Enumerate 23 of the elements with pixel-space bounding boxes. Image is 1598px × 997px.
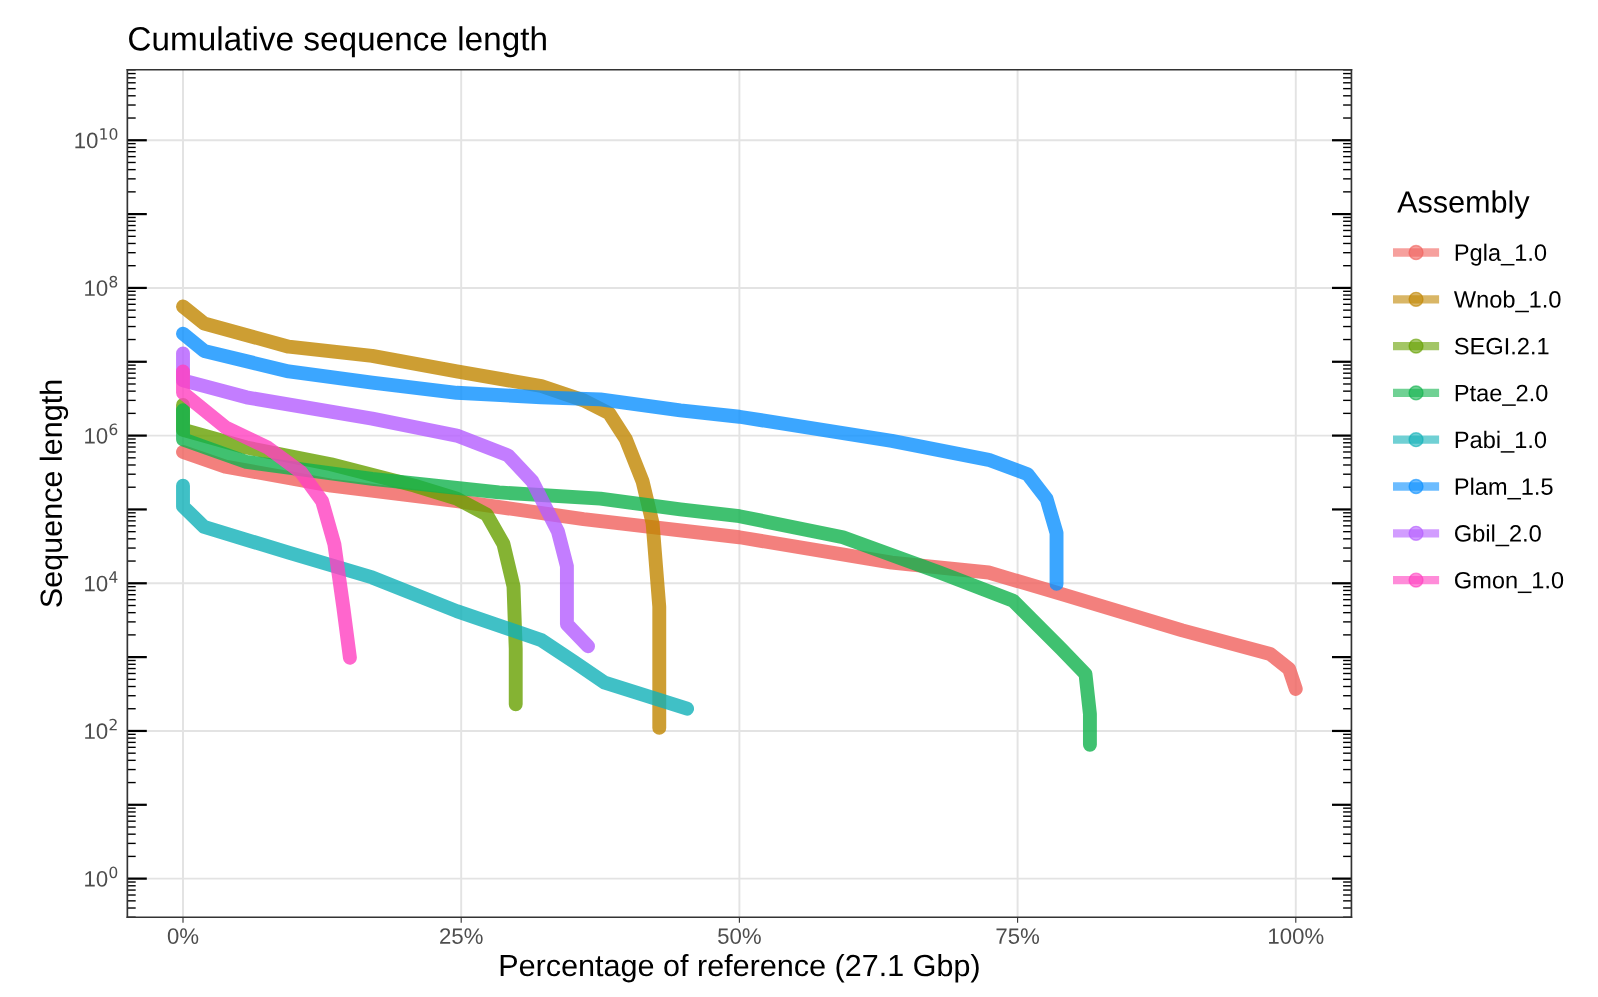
y-tick-label: 10$^{10}$ [75,128,118,149]
legend-label: SEGI.2.1 [1454,337,1549,355]
x-tick-label: 75% [996,928,1040,944]
legend-label: Pabi_1.0 [1455,430,1547,453]
legend-label: Pgla_1.0 [1455,243,1547,266]
legend-label: Wnob_1.0 [1453,290,1561,313]
legend-label: Gmon_1.0 [1455,571,1564,594]
legend-label: Gbil_2.0 [1455,524,1541,547]
x-tick-label: 50% [718,928,761,944]
y-tick-label: 10$^{2}$ [85,718,117,740]
x-tick-label: 100% [1269,928,1324,944]
y-tick-label: 10$^{6}$ [85,423,118,444]
y-tick-label: 10$^{4}$ [85,571,118,592]
legend-title: Assembly [1397,190,1530,219]
legend-label: Plam_1.5 [1455,477,1553,500]
y-axis-title: Sequence length [39,380,69,607]
chart-title: Cumulative sequence length [129,26,546,58]
legend-label: Ptae_2.0 [1455,384,1548,406]
y-tick-label: 10$^{0}$ [85,866,118,887]
x-tick-label: 0% [167,928,199,944]
y-tick-label: 10$^{8}$ [85,275,118,297]
x-axis-title: Percentage of reference (27.1 Gbp) [500,953,979,983]
x-tick-label: 25% [440,928,483,944]
